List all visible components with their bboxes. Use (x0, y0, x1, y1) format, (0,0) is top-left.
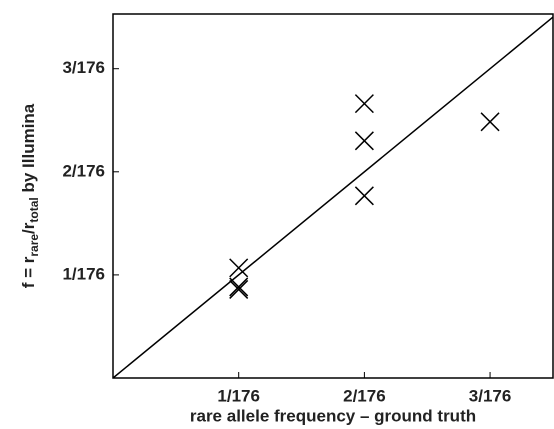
y-axis-label-part: by Illumina (19, 103, 38, 197)
scatter-marker (354, 186, 374, 206)
plot-frame (112, 13, 554, 379)
scatter-marker (229, 258, 249, 278)
scatter-marker (229, 277, 249, 297)
x-tick-label: 2/176 (343, 386, 386, 405)
scatter-marker (354, 131, 374, 151)
y-axis-label-subscript: rare (27, 234, 41, 257)
y-axis-label-part: f = r (19, 256, 38, 288)
scatter-marker (354, 94, 374, 114)
y-axis-label-part: /r (19, 222, 38, 234)
scatter-marker (229, 279, 249, 299)
y-tick-label: 3/176 (62, 58, 105, 77)
y-tick-label: 1/176 (62, 264, 105, 283)
x-axis-label: rare allele frequency – ground truth (190, 406, 476, 425)
scatter-marker (480, 112, 500, 132)
x-tick-label: 1/176 (217, 386, 260, 405)
diagonal-reference-line (112, 16, 554, 379)
y-axis-label: f = rrare/rtotal by Illumina (19, 103, 41, 288)
x-tick-label: 3/176 (469, 386, 512, 405)
y-tick-label: 2/176 (62, 161, 105, 180)
y-axis-label-subscript: total (27, 197, 41, 222)
